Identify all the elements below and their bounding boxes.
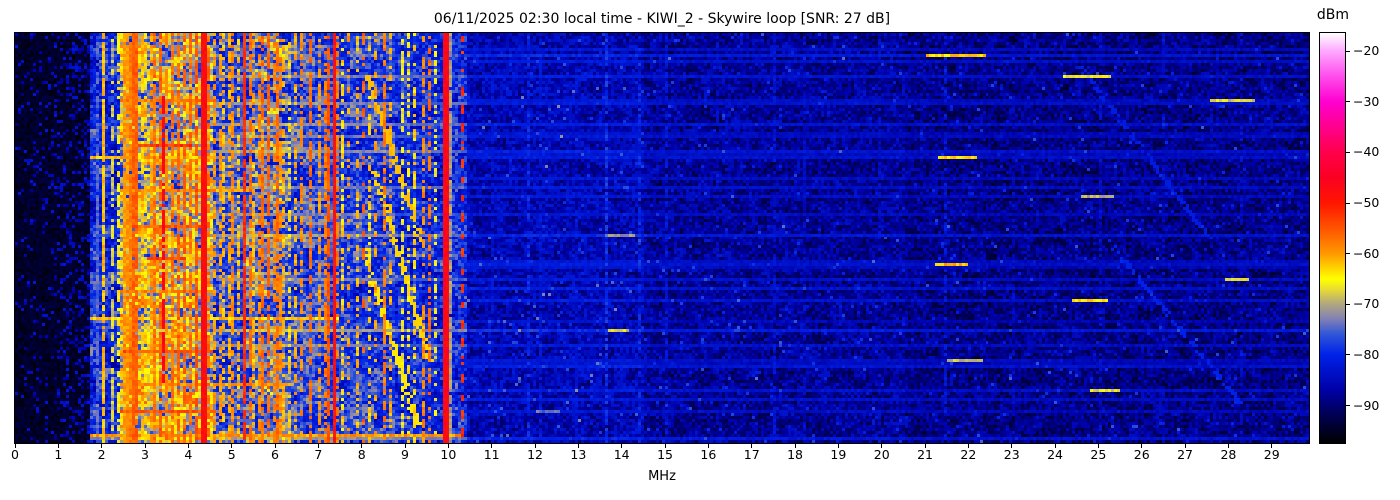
colorbar-tick-mark	[1346, 151, 1350, 153]
x-tick-mark	[447, 444, 449, 448]
colorbar-tick-mark	[1346, 253, 1350, 255]
x-tick-mark	[1141, 444, 1143, 448]
x-tick-mark	[14, 444, 16, 448]
colorbar-label: dBm	[1316, 7, 1350, 23]
x-tick-label: 27	[1177, 447, 1193, 462]
x-tick-mark	[621, 444, 623, 448]
colorbar-tick-mark	[1346, 50, 1350, 52]
spectrogram-canvas	[15, 33, 1309, 443]
x-tick-mark	[1054, 444, 1056, 448]
x-axis-label: MHz	[648, 469, 676, 484]
x-tick-mark	[534, 444, 536, 448]
x-tick-label: 2	[97, 447, 106, 462]
x-tick-mark	[751, 444, 753, 448]
x-tick-label: 6	[271, 447, 279, 462]
colorbar-tick-label: −50	[1353, 195, 1380, 211]
x-tick-mark	[144, 444, 146, 448]
x-tick-label: 28	[1220, 447, 1237, 462]
x-tick-mark	[361, 444, 363, 448]
x-tick-mark	[231, 444, 233, 448]
x-tick-label: 9	[401, 447, 409, 462]
colorbar-tick-label: −70	[1353, 296, 1380, 312]
x-tick-label: 8	[357, 447, 366, 462]
x-tick-mark	[967, 444, 969, 448]
x-tick-mark	[491, 444, 493, 448]
colorbar-tick-mark	[1346, 405, 1350, 407]
x-tick-mark	[664, 444, 666, 448]
colorbar-tick-mark	[1346, 303, 1350, 305]
colorbar-tick-label: −40	[1353, 144, 1380, 160]
x-tick-mark	[187, 444, 189, 448]
colorbar-tick-mark	[1346, 354, 1350, 356]
x-tick-mark	[1011, 444, 1013, 448]
x-tick-mark	[1184, 444, 1186, 448]
x-tick-label: 18	[787, 447, 803, 462]
x-tick-label: 3	[141, 447, 149, 462]
x-tick-mark	[274, 444, 276, 448]
x-tick-label: 23	[1003, 447, 1020, 462]
x-tick-mark	[101, 444, 103, 448]
x-tick-label: 22	[960, 447, 977, 462]
x-tick-label: 21	[917, 447, 933, 462]
colorbar-tick-label: −90	[1353, 397, 1380, 413]
x-tick-label: 24	[1047, 447, 1063, 462]
x-tick-label: 25	[1090, 447, 1107, 462]
x-tick-mark	[317, 444, 319, 448]
colorbar-gradient	[1320, 33, 1345, 443]
x-tick-label: 11	[483, 447, 500, 462]
x-tick-label: 15	[657, 447, 673, 462]
x-tick-label: 19	[830, 447, 847, 462]
x-tick-mark	[881, 444, 883, 448]
x-tick-mark	[1097, 444, 1099, 448]
x-tick-label: 5	[227, 447, 236, 462]
x-tick-label: 10	[440, 447, 457, 462]
colorbar-tick-label: −60	[1353, 245, 1380, 261]
x-tick-label: 12	[527, 447, 543, 462]
x-tick-label: 26	[1133, 447, 1150, 462]
colorbar-tick-label: −30	[1353, 93, 1380, 109]
x-tick-mark	[577, 444, 579, 448]
plot-title: 06/11/2025 02:30 local time - KIWI_2 - S…	[433, 11, 891, 27]
x-tick-mark	[794, 444, 796, 448]
colorbar-tick-label: −20	[1353, 43, 1380, 59]
x-tick-label: 17	[743, 447, 760, 462]
x-tick-label: 4	[184, 447, 193, 462]
x-tick-mark	[707, 444, 709, 448]
x-tick-label: 16	[700, 447, 717, 462]
x-tick-mark	[1227, 444, 1229, 448]
x-tick-label: 29	[1263, 447, 1280, 462]
colorbar-tick-mark	[1346, 101, 1350, 103]
x-tick-mark	[837, 444, 839, 448]
x-tick-mark	[404, 444, 406, 448]
colorbar	[1319, 32, 1346, 444]
x-tick-label: 14	[613, 447, 630, 462]
x-tick-label: 7	[314, 447, 323, 462]
x-tick-label: 1	[54, 447, 63, 462]
x-tick-label: 20	[873, 447, 890, 462]
x-tick-mark	[924, 444, 926, 448]
colorbar-tick-label: −80	[1353, 346, 1380, 362]
x-tick-label: 0	[11, 447, 19, 462]
x-tick-mark	[1271, 444, 1273, 448]
colorbar-tick-mark	[1346, 202, 1350, 204]
x-tick-mark	[57, 444, 59, 448]
x-tick-label: 13	[570, 447, 587, 462]
